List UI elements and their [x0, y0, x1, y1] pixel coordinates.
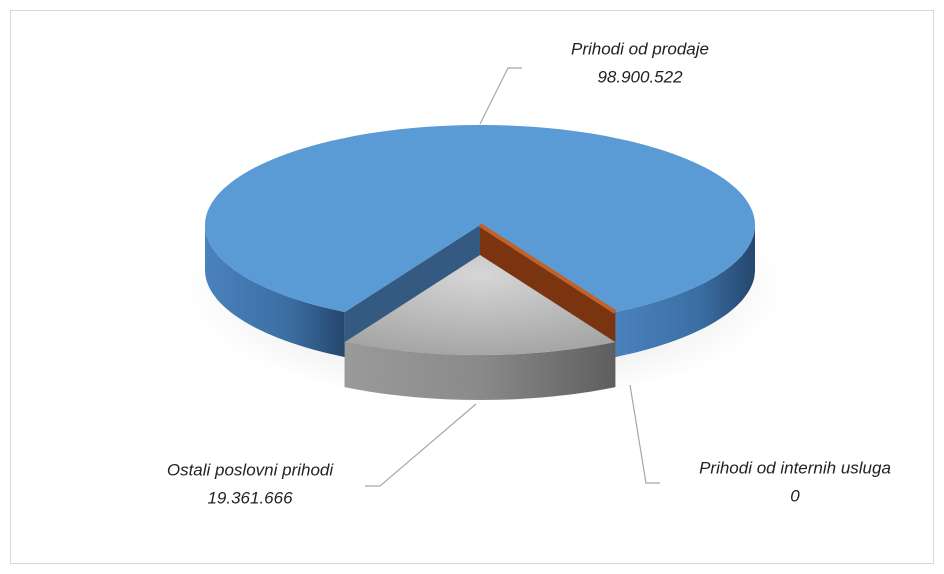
slice [478, 223, 617, 314]
slice-value: 0 [790, 486, 800, 505]
slice-label: Prihodi od internih usluga [699, 458, 891, 477]
pie [205, 125, 755, 400]
leaders [365, 67, 660, 487]
leader-line [629, 384, 660, 484]
slice-label: Ostali poslovni prihodi [167, 460, 335, 479]
slice-side [344, 342, 616, 400]
leader-line [365, 403, 477, 487]
slice-label: Prihodi od prodaje [571, 39, 709, 58]
slice-value: 98.900.522 [597, 67, 683, 86]
slice [344, 255, 616, 355]
slice [205, 125, 755, 313]
leader-line [479, 67, 522, 125]
frame [10, 10, 934, 564]
slice-side [615, 225, 755, 358]
slice-value: 19.361.666 [207, 488, 293, 507]
slice-side [205, 225, 345, 358]
